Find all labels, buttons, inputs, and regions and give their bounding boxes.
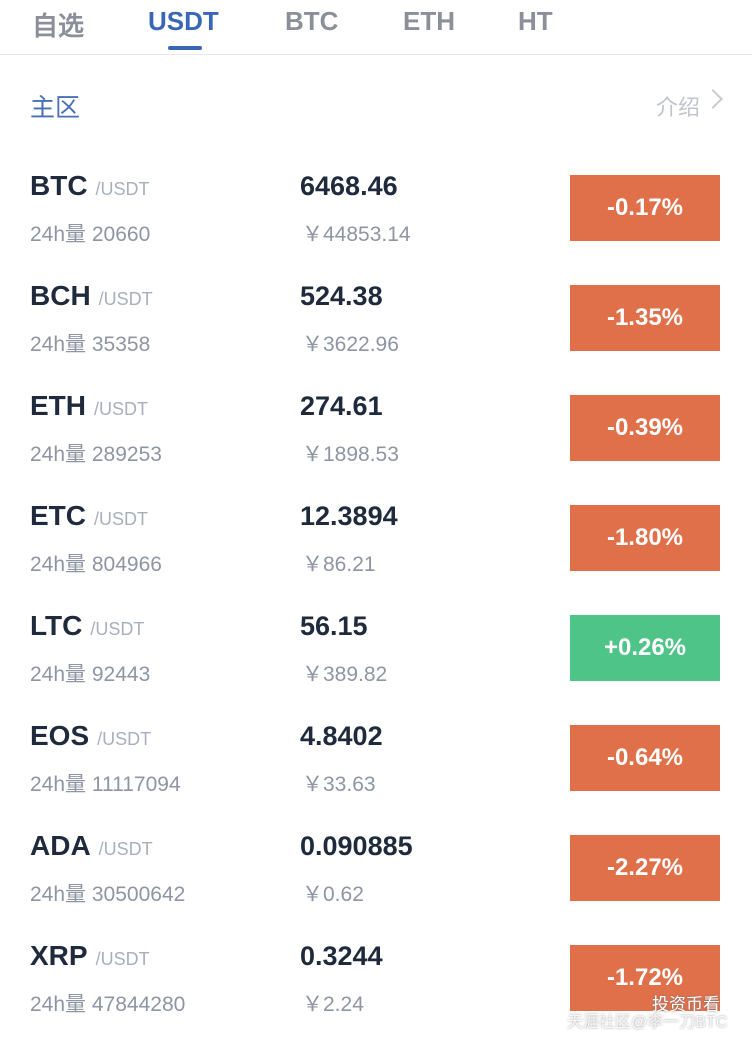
tab[interactable]: ETH: [403, 6, 455, 36]
change-badge[interactable]: -1.35%: [570, 285, 720, 351]
price: 6468.46: [300, 171, 398, 201]
price: 0.3244: [300, 941, 383, 971]
cny-price: ￥389.82: [302, 663, 388, 686]
cny-price: ￥86.21: [302, 553, 376, 576]
cny-price: ￥2.24: [302, 993, 364, 1016]
price: 0.090885: [300, 831, 413, 861]
cny-price: ￥33.63: [302, 773, 376, 796]
change-badge[interactable]: -1.80%: [570, 505, 720, 571]
volume: 24h量 20660: [30, 223, 151, 246]
symbol[interactable]: BCH/USDT: [30, 280, 153, 311]
price: 524.38: [300, 281, 383, 311]
tab[interactable]: 自选: [32, 11, 85, 41]
cny-price: ￥0.62: [302, 883, 364, 906]
change-badge[interactable]: -2.27%: [570, 835, 720, 901]
price: 4.8402: [300, 721, 383, 751]
quote-currency: /USDT: [95, 949, 150, 969]
change-badge[interactable]: -0.39%: [570, 395, 720, 461]
quote-currency: /USDT: [98, 289, 153, 309]
volume: 24h量 92443: [30, 663, 151, 686]
price: 12.3894: [300, 501, 398, 531]
volume: 24h量 35358: [30, 333, 151, 356]
change-badge[interactable]: -0.64%: [570, 725, 720, 791]
intro-link[interactable]: 介绍: [655, 95, 700, 120]
chevron-icon[interactable]: [703, 89, 723, 109]
volume: 24h量 30500642: [30, 883, 186, 906]
price: 56.15: [300, 611, 368, 641]
quote-currency: /USDT: [90, 619, 145, 639]
cny-price: ￥3622.96: [302, 333, 399, 356]
section-title: 主区: [30, 94, 81, 122]
volume: 24h量 11117094: [30, 773, 181, 796]
watermark-source: 天涯社区@李一刀BTC: [567, 1014, 728, 1031]
volume: 24h量 47844280: [30, 993, 186, 1016]
volume: 24h量 289253: [30, 443, 162, 466]
watermark-account: 投资币看: [652, 995, 720, 1014]
tab[interactable]: BTC: [285, 6, 339, 36]
quote-currency: /USDT: [95, 179, 150, 199]
tab[interactable]: HT: [518, 6, 553, 36]
cny-price: ￥1898.53: [302, 443, 399, 466]
cny-price: ￥44853.14: [302, 223, 411, 246]
symbol[interactable]: ETC/USDT: [30, 500, 148, 531]
quote-currency: /USDT: [97, 729, 152, 749]
symbol[interactable]: LTC/USDT: [30, 610, 145, 641]
quote-currency: /USDT: [94, 399, 148, 419]
symbol[interactable]: ETH/USDT: [30, 390, 148, 421]
change-badge[interactable]: -1.72%: [570, 945, 720, 1011]
quote-currency: /USDT: [98, 839, 153, 859]
quote-currency: /USDT: [94, 509, 148, 529]
tab-indicator: [168, 46, 202, 50]
change-badge[interactable]: -0.17%: [570, 175, 720, 241]
symbol[interactable]: EOS/USDT: [30, 720, 152, 751]
tab[interactable]: USDT: [148, 6, 219, 36]
symbol[interactable]: ADA/USDT: [30, 830, 153, 861]
volume: 24h量 804966: [30, 553, 162, 576]
symbol[interactable]: XRP/USDT: [30, 940, 150, 971]
divider: [0, 54, 752, 55]
change-badge[interactable]: +0.26%: [570, 615, 720, 681]
symbol[interactable]: BTC/USDT: [30, 170, 150, 201]
price: 274.61: [300, 391, 383, 421]
